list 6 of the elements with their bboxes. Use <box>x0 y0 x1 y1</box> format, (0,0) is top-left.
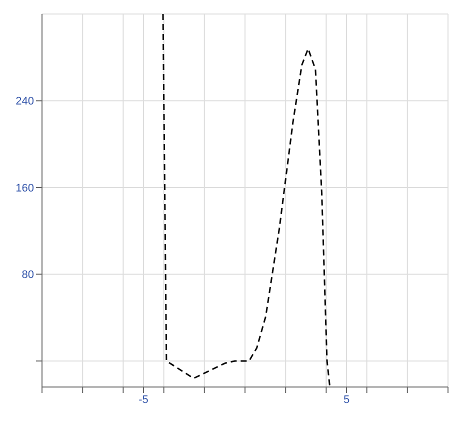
x-tick-label: -5 <box>138 394 148 406</box>
line-series <box>162 14 331 387</box>
y-tick-label: 80 <box>22 269 34 282</box>
x-tick-label: 5 <box>343 394 350 406</box>
y-tick-label: 240 <box>16 96 34 108</box>
y-tick-label: 160 <box>16 182 34 194</box>
